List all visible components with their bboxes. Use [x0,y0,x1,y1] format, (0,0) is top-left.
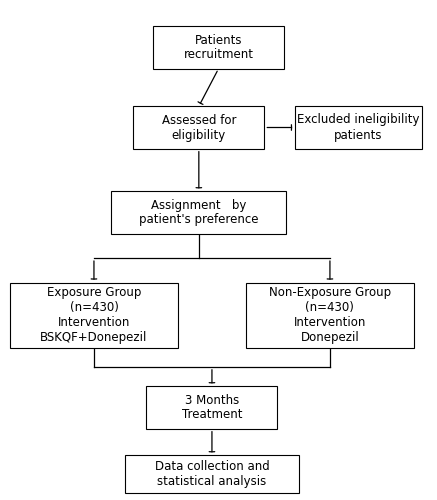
FancyBboxPatch shape [133,106,264,149]
FancyBboxPatch shape [146,386,277,428]
Text: Assignment   by
patient's preference: Assignment by patient's preference [139,198,259,226]
Text: Excluded ineligibility
patients: Excluded ineligibility patients [297,114,420,141]
FancyBboxPatch shape [125,455,299,493]
FancyBboxPatch shape [295,106,422,149]
Text: Data collection and
statistical analysis: Data collection and statistical analysis [155,460,269,488]
FancyBboxPatch shape [111,192,286,234]
Text: Exposure Group
(n=430)
Intervention
BSKQF+Donepezil: Exposure Group (n=430) Intervention BSKQ… [40,286,148,344]
FancyBboxPatch shape [246,282,414,348]
FancyBboxPatch shape [153,26,284,68]
FancyBboxPatch shape [10,282,178,348]
Text: Assessed for
eligibility: Assessed for eligibility [162,114,236,141]
Text: Patients
recruitment: Patients recruitment [184,34,253,62]
Text: Non-Exposure Group
(n=430)
Intervention
Donepezil: Non-Exposure Group (n=430) Intervention … [269,286,391,344]
Text: 3 Months
Treatment: 3 Months Treatment [182,394,242,421]
